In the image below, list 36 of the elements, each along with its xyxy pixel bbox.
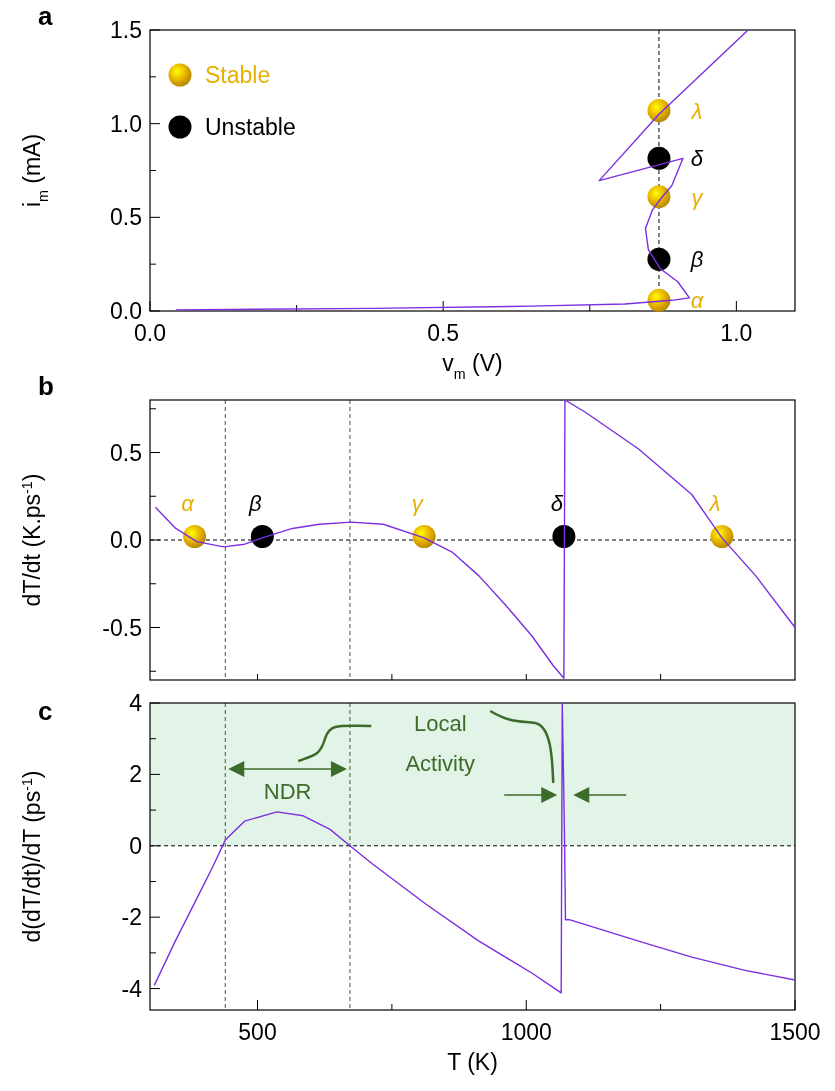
data-label: λ: [708, 490, 721, 516]
chart-title: c: [38, 696, 53, 726]
y-tick-label: 4: [129, 690, 143, 716]
data-label: β: [248, 490, 263, 516]
y-tick-label: 1.0: [110, 110, 142, 137]
y-tick-label: 0.5: [110, 439, 142, 466]
x-tick-label: 1000: [500, 1019, 552, 1045]
y-tick-label: 0.5: [110, 204, 142, 231]
x-tick-label: 1500: [769, 1019, 821, 1045]
annotation: NDR: [263, 779, 312, 804]
data-label: δ: [690, 146, 704, 172]
y-tick-label: 0.0: [110, 527, 142, 553]
data-label: δ: [550, 490, 564, 516]
x-tick-label: 1.0: [720, 320, 753, 346]
legend-label: Stable: [205, 62, 271, 88]
data-label: γ: [411, 490, 425, 516]
data-label: λ: [690, 98, 703, 124]
y-tick-label: 0.0: [110, 298, 142, 324]
y-tick-label: -0.5: [102, 614, 142, 641]
y-tick-label: 2: [129, 761, 142, 788]
chart-title: b: [38, 371, 54, 401]
y-tick-label: 0: [129, 832, 142, 859]
x-axis-title: T (K): [447, 1049, 498, 1075]
chart-title: a: [38, 1, 53, 31]
y-tick-label: -4: [121, 975, 143, 1002]
data-label: α: [690, 288, 705, 314]
x-tick-label: 500: [238, 1019, 277, 1045]
x-tick-label: 0.5: [427, 320, 460, 346]
y-tick-label: 1.5: [110, 17, 142, 43]
data-label: γ: [691, 184, 705, 210]
legend-label: Unstable: [205, 114, 296, 140]
annotation: Local Activity: [405, 711, 476, 776]
y-tick-label: -2: [121, 904, 142, 931]
data-label: α: [181, 490, 196, 516]
data-label: β: [689, 247, 704, 273]
x-axis-title: v$_{m}$ (V): [442, 350, 503, 382]
